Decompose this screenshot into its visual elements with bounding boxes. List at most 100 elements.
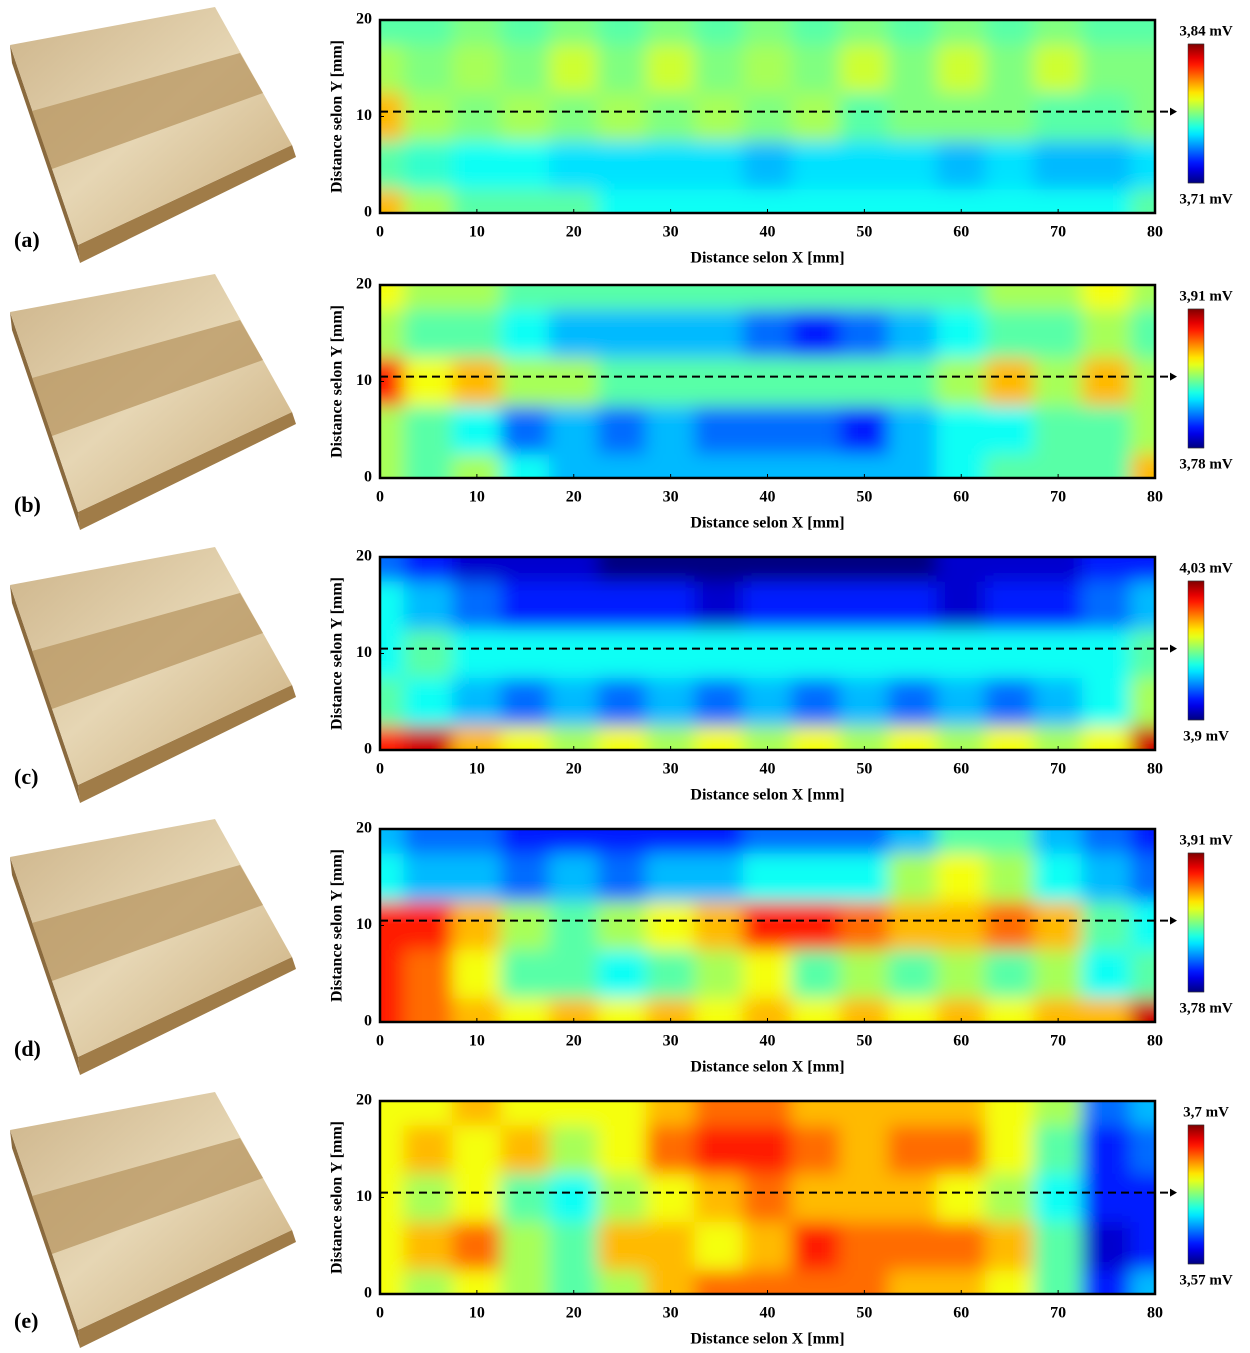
heatmap-cell (888, 829, 938, 854)
heatmap-cell (791, 285, 841, 310)
heatmap-cell (888, 677, 938, 727)
heatmap-cell (452, 356, 502, 407)
heatmap-cell (936, 557, 986, 582)
heatmap-cell (791, 308, 841, 358)
colorbar (1187, 308, 1205, 449)
heatmap-cell (645, 453, 696, 478)
x-tick-label: 40 (760, 1033, 776, 1050)
heatmap-cell (452, 677, 502, 727)
heatmap-cell (1033, 43, 1083, 93)
panel-label: (c) (14, 764, 38, 789)
heatmap-cell (549, 91, 599, 142)
heatmap-cell (742, 453, 793, 478)
heatmap-cell (403, 949, 454, 999)
heatmap-cell (839, 453, 890, 478)
heatmap-cell (1081, 356, 1132, 407)
heatmap-cell (645, 677, 696, 727)
heatmap-cell (984, 20, 1035, 45)
heatmap-cell (597, 91, 647, 142)
heatmap-cell (500, 852, 551, 902)
heatmap-cell (694, 1101, 744, 1126)
heatmap-cell (1033, 997, 1083, 1022)
profile-arrow (1170, 644, 1177, 653)
heatmap-cell (403, 1269, 454, 1294)
heatmap-cell (742, 829, 793, 854)
heatmap-cell (936, 285, 986, 310)
heatmap-cell (500, 1172, 551, 1223)
heatmap-cell (500, 20, 551, 45)
heatmap-cell (984, 1172, 1035, 1223)
x-axis-label: Distance selon X [mm] (690, 1059, 844, 1076)
heatmap-cell (1033, 405, 1083, 455)
heatmap-cell (1033, 308, 1083, 358)
heatmap-cell (936, 900, 986, 951)
heatmap-cell (452, 20, 502, 45)
colorbar-label: 3,84 mV (1179, 23, 1232, 39)
heatmap-cell (1081, 20, 1132, 45)
heatmap-cell (380, 997, 405, 1022)
heatmap-cell (839, 900, 890, 951)
heatmap-cell (742, 356, 793, 407)
heatmap-cell (597, 1101, 647, 1126)
x-axis-label: Distance selon X [mm] (690, 250, 844, 267)
heatmap-cell (694, 188, 744, 213)
heatmap-cell (936, 405, 986, 455)
colorbar-label: 4,03 mV (1179, 560, 1232, 576)
heatmap-cell (1033, 829, 1083, 854)
heatmap-cell (1130, 557, 1155, 582)
heatmap-cell (500, 1221, 551, 1271)
heatmap-cell (1081, 1172, 1132, 1223)
colorbar (1187, 852, 1205, 993)
heatmap-cell (597, 140, 647, 190)
heatmap-cell (839, 20, 890, 45)
heatmap-cell (452, 1172, 502, 1223)
heatmap-cell (549, 580, 599, 630)
heatmap-cell (452, 829, 502, 854)
heatmap-cell (645, 829, 696, 854)
heatmap-cell (1081, 308, 1132, 358)
heatmap-cell (452, 188, 502, 213)
heatmap-cell (694, 356, 744, 407)
heatmap-cell (403, 1221, 454, 1271)
colorbar (1187, 580, 1205, 721)
heatmap-cell (1130, 997, 1155, 1022)
heatmap-cell (1033, 453, 1083, 478)
heatmap-cell (936, 725, 986, 750)
heatmap-cell (645, 356, 696, 407)
heatmap-cell (694, 677, 744, 727)
heatmap-cell (597, 900, 647, 951)
heatmap-cell (742, 140, 793, 190)
x-tick-label: 50 (856, 489, 872, 506)
y-tick-label: 10 (356, 916, 372, 933)
heatmap-cell (888, 43, 938, 93)
heatmap-cell (839, 140, 890, 190)
heatmap-cell (403, 725, 454, 750)
heatmap-cell (984, 997, 1035, 1022)
heatmap-cell (936, 308, 986, 358)
y-tick-label: 20 (356, 1092, 372, 1109)
heatmap-cell (742, 677, 793, 727)
heatmap-cell (936, 1124, 986, 1174)
heatmap-cell (1130, 285, 1155, 310)
heatmap-cell (984, 829, 1035, 854)
x-tick-label: 80 (1147, 1305, 1163, 1322)
x-tick-label: 40 (760, 224, 776, 241)
heatmap-cell (742, 628, 793, 679)
heatmap-cell (1081, 1101, 1132, 1126)
heatmap-cell (403, 43, 454, 93)
x-tick-label: 80 (1147, 224, 1163, 241)
heatmap-cell (549, 453, 599, 478)
x-tick-label: 50 (856, 224, 872, 241)
heatmap-cell (500, 453, 551, 478)
heatmap-cell (791, 91, 841, 142)
heatmap-cell (791, 1101, 841, 1126)
heatmap-cell (936, 852, 986, 902)
heatmap-cell (549, 308, 599, 358)
heatmap-cell (549, 829, 599, 854)
heatmap-cell (936, 997, 986, 1022)
heatmap-cell (597, 1269, 647, 1294)
heatmap-cell (500, 188, 551, 213)
heatmap-cell (936, 1101, 986, 1126)
heatmap-cell (403, 997, 454, 1022)
heatmap-cell (984, 1101, 1035, 1126)
